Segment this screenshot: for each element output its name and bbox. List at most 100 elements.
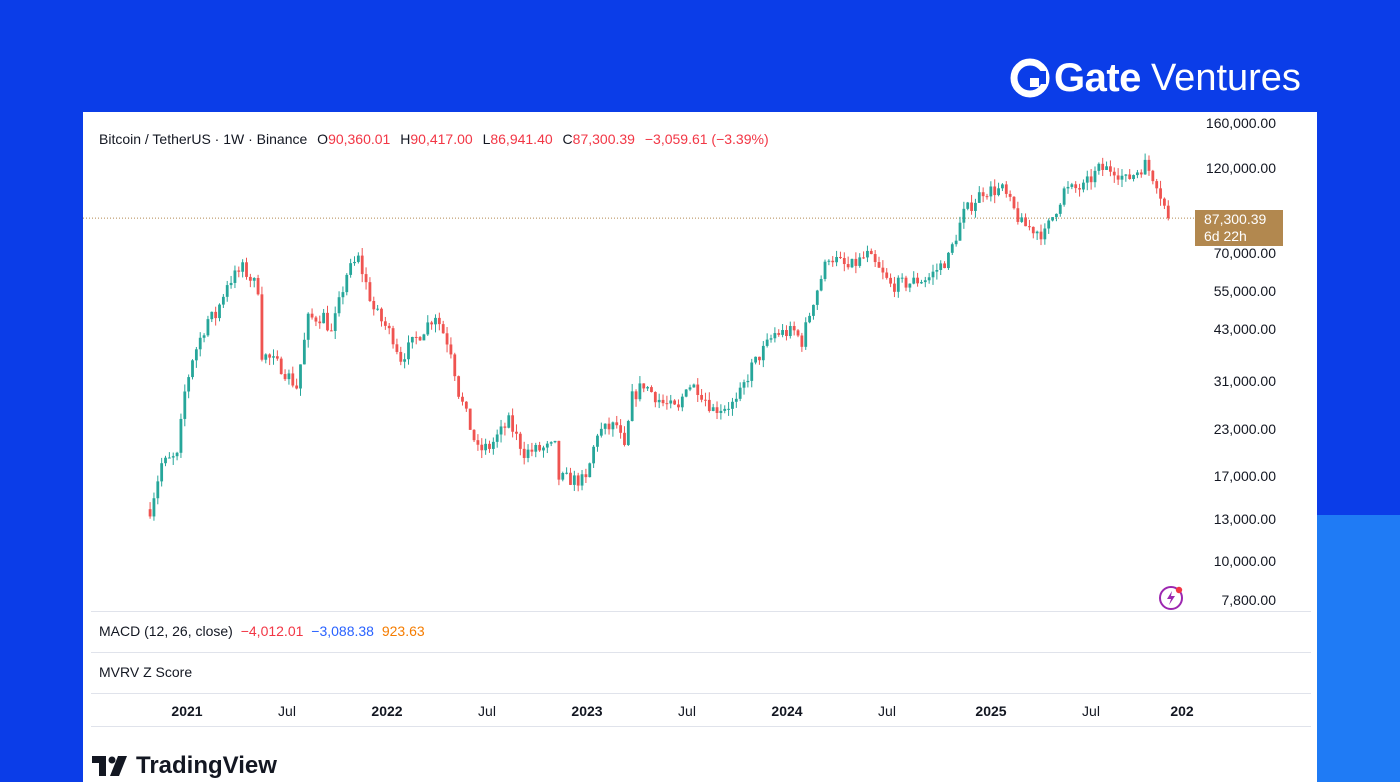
y-tick-9: 10,000.00 xyxy=(1213,553,1276,569)
candle-body xyxy=(306,313,310,340)
candle-body xyxy=(827,260,831,262)
candle-up xyxy=(221,294,225,308)
candle-down xyxy=(904,275,908,292)
candle-body xyxy=(576,475,580,486)
candle-up xyxy=(750,358,754,388)
candle-up xyxy=(966,201,970,211)
candle-up xyxy=(761,341,765,368)
candle-body xyxy=(569,472,572,485)
pane-divider[interactable] xyxy=(91,611,1311,612)
candle-body xyxy=(962,208,966,223)
candle-body xyxy=(1012,196,1016,209)
pane-divider[interactable] xyxy=(91,652,1311,653)
candle-body xyxy=(179,418,183,453)
close-value: 87,300.39 xyxy=(572,131,635,147)
candle-up xyxy=(754,356,757,365)
candlestick-chart[interactable] xyxy=(83,112,1317,782)
candle-body xyxy=(1112,171,1116,176)
candle-body xyxy=(549,442,553,444)
candle-body xyxy=(1066,186,1070,189)
candle-body xyxy=(461,396,464,402)
low-label: L xyxy=(482,131,491,147)
candle-down xyxy=(1016,201,1020,225)
candle-down xyxy=(399,346,403,366)
candle-body xyxy=(788,326,792,337)
candle-body xyxy=(1097,163,1101,171)
candle-down xyxy=(1163,197,1166,210)
candle-body xyxy=(380,308,383,322)
macd-value: −4,012.01 xyxy=(240,623,304,639)
candle-up xyxy=(1055,213,1058,222)
candle-body xyxy=(299,364,302,389)
candle-up xyxy=(542,445,545,458)
candle-body xyxy=(356,255,360,262)
candle-body xyxy=(1124,174,1128,176)
candle-body xyxy=(920,282,923,284)
candle-down xyxy=(515,424,518,441)
candle-up xyxy=(592,445,596,468)
symbol-label: Bitcoin / TetherUS · 1W · Binance xyxy=(99,131,308,147)
candle-body xyxy=(322,312,326,324)
candle-up xyxy=(977,186,981,203)
lightning-alert-icon[interactable] xyxy=(1158,585,1184,611)
candle-body xyxy=(275,356,279,359)
candle-up xyxy=(553,440,557,444)
candle-up xyxy=(1051,217,1054,222)
candle-body xyxy=(572,475,576,485)
candle-up xyxy=(1043,223,1047,245)
candle-up xyxy=(210,311,214,323)
candle-body xyxy=(1163,198,1166,206)
candle-body xyxy=(1004,184,1008,194)
candle-body xyxy=(561,473,565,480)
candle-body xyxy=(939,263,943,270)
candle-body xyxy=(889,277,892,284)
candle-up xyxy=(187,374,191,399)
candle-body xyxy=(414,336,418,338)
candle-body xyxy=(1058,204,1062,214)
candle-body xyxy=(869,250,873,255)
candle-body xyxy=(893,283,896,292)
candle-body xyxy=(557,440,561,480)
candle-down xyxy=(661,394,665,407)
candle-body xyxy=(977,192,981,203)
candle-down xyxy=(237,266,241,278)
candle-up xyxy=(1124,174,1128,182)
candle-up xyxy=(1085,170,1089,191)
candle-down xyxy=(387,323,391,335)
candle-body xyxy=(364,274,368,283)
candle-down xyxy=(1039,224,1043,246)
candle-body xyxy=(210,311,214,320)
candle-body xyxy=(904,277,908,288)
candle-body xyxy=(1001,184,1004,189)
candle-body xyxy=(588,463,592,478)
candle-body xyxy=(164,457,167,464)
candle-body xyxy=(225,285,229,297)
candle-body xyxy=(252,278,256,281)
candle-up xyxy=(561,471,565,482)
close-label: C xyxy=(562,131,573,147)
candle-body xyxy=(422,334,426,341)
candle-down xyxy=(268,353,272,366)
candle-body xyxy=(603,423,607,429)
candle-up xyxy=(152,492,156,521)
candle-up xyxy=(322,308,326,324)
candle-body xyxy=(333,313,337,331)
candle-body xyxy=(1155,181,1159,189)
candle-up xyxy=(202,333,206,343)
candle-body xyxy=(453,354,457,377)
pane-divider[interactable] xyxy=(91,693,1311,694)
candle-body xyxy=(152,498,156,517)
candle-up xyxy=(835,250,838,267)
candle-down xyxy=(1089,169,1093,190)
macd-label: MACD (12, 26, close) xyxy=(99,623,233,639)
candle-up xyxy=(1066,181,1070,194)
candle-up xyxy=(657,393,661,409)
candle-body xyxy=(731,401,734,409)
candle-body xyxy=(430,322,434,325)
candle-up xyxy=(241,259,245,278)
candle-up xyxy=(1047,218,1051,234)
y-tick-6: 23,000.00 xyxy=(1213,421,1276,437)
candle-down xyxy=(1128,169,1132,180)
candle-up xyxy=(1001,183,1004,192)
candle-body xyxy=(970,202,973,211)
